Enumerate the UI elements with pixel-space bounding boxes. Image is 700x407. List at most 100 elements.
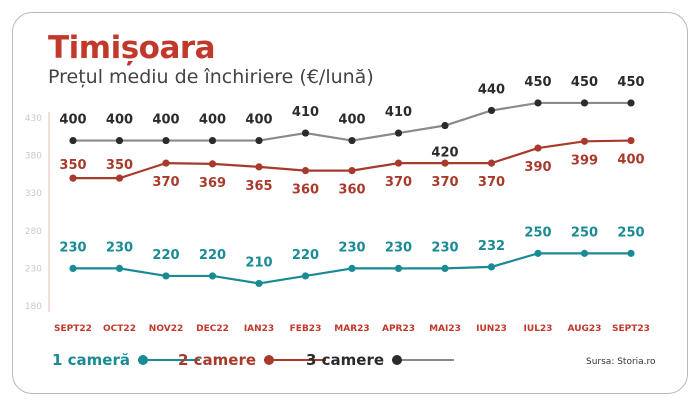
x-tick-label: DEC22 — [196, 324, 229, 334]
data-point-2-camere — [69, 174, 77, 182]
chart-card — [12, 12, 688, 394]
y-tick-label: 380 — [25, 152, 42, 162]
data-label-3-camere: 440 — [478, 82, 505, 97]
data-label-2-camere: 350 — [106, 158, 133, 173]
data-label-1-camera: 220 — [292, 248, 319, 263]
x-tick-label: IAN23 — [244, 324, 274, 334]
data-label-1-camera: 230 — [59, 240, 86, 255]
data-label-1-camera: 220 — [152, 248, 179, 263]
x-tick-label: NOV22 — [149, 324, 183, 334]
data-point-3-camere — [441, 121, 449, 130]
data-point-2-camere — [162, 159, 170, 167]
data-label-2-camere: 369 — [199, 176, 226, 191]
data-label-2-camere: 360 — [292, 183, 319, 198]
data-label-1-camera: 250 — [571, 225, 598, 240]
x-tick-label: SEPT22 — [54, 324, 92, 334]
data-label-3-camere: 400 — [59, 113, 86, 128]
x-tick-label: OCT22 — [103, 324, 136, 334]
y-tick-label: 230 — [25, 264, 42, 274]
data-label-3-camere: 450 — [524, 75, 551, 90]
data-label-3-camere: 400 — [106, 113, 133, 128]
data-point-3-camere — [255, 136, 263, 145]
data-label-2-camere: 350 — [59, 158, 86, 173]
data-label-1-camera: 210 — [245, 255, 272, 270]
data-label-2-camere: 370 — [431, 175, 458, 190]
data-label-3-camere: 400 — [245, 113, 272, 128]
x-tick-label: AUG23 — [568, 324, 602, 334]
data-point-1-camera — [301, 272, 310, 280]
legend-swatch-2-camere — [264, 353, 327, 367]
data-label-1-camera: 230 — [385, 240, 412, 255]
data-point-3-camere — [69, 136, 77, 145]
data-point-1-camera — [69, 264, 77, 272]
data-point-3-camere — [580, 99, 589, 107]
data-label-2-camere: 370 — [385, 175, 412, 190]
y-tick-label: 330 — [25, 189, 42, 199]
data-point-2-camere — [208, 160, 217, 168]
legend-label-3-camere: 3 camere — [306, 351, 385, 369]
x-tick-label: MAI23 — [429, 324, 461, 334]
data-point-2-camere — [487, 159, 496, 167]
data-point-3-camere — [208, 136, 217, 145]
data-point-2-camere — [348, 167, 356, 175]
data-point-1-camera — [580, 249, 589, 257]
data-label-1-camera: 230 — [106, 240, 133, 255]
data-label-2-camere: 370 — [478, 175, 505, 190]
data-point-2-camere — [580, 137, 589, 145]
data-label-1-camera: 220 — [199, 248, 226, 263]
data-point-1-camera — [255, 279, 263, 288]
y-tick-label: 280 — [25, 227, 42, 237]
data-point-3-camere — [162, 136, 170, 145]
data-label-3-camere: 450 — [571, 75, 598, 90]
x-tick-label: MAR23 — [334, 324, 369, 334]
y-tick-label: 180 — [25, 302, 42, 312]
data-label-3-camere: 400 — [199, 113, 226, 128]
legend-item-2-camere: 2 camere — [178, 350, 327, 370]
data-point-3-camere — [348, 136, 356, 145]
legend-label-1-camera: 1 cameră — [52, 351, 130, 369]
data-label-2-camere: 400 — [617, 153, 644, 168]
chart-subtitle: Prețul mediu de închiriere (€/lună) — [48, 66, 374, 88]
data-point-1-camera — [441, 264, 449, 272]
data-label-1-camera: 230 — [431, 240, 458, 255]
data-label-1-camera: 230 — [338, 240, 365, 255]
data-label-3-camere: 400 — [152, 113, 179, 128]
chart-title: Timișoara — [48, 30, 216, 66]
data-point-1-camera — [627, 249, 635, 257]
data-point-2-camere — [441, 159, 449, 167]
data-point-3-camere — [115, 136, 124, 145]
data-point-2-camere — [534, 144, 542, 152]
data-point-1-camera — [534, 249, 542, 257]
data-label-3-camere: 420 — [431, 146, 458, 161]
x-tick-label: APR23 — [382, 324, 415, 334]
data-point-1-camera — [115, 264, 124, 272]
data-label-3-camere: 450 — [617, 75, 644, 90]
data-point-2-camere — [301, 167, 310, 175]
data-point-1-camera — [348, 264, 356, 272]
data-point-1-camera — [487, 263, 496, 271]
y-tick-label: 430 — [25, 114, 42, 124]
data-point-3-camere — [301, 129, 310, 137]
x-tick-label: IUN23 — [476, 324, 507, 334]
legend-swatch-3-camere — [392, 353, 455, 367]
x-tick-label: IUL23 — [524, 324, 553, 334]
legend-item-3-camere: 3 camere — [306, 350, 455, 370]
data-point-2-camere — [255, 163, 263, 171]
legend-label-2-camere: 2 camere — [178, 351, 257, 369]
source-note: Sursa: Storia.ro — [586, 357, 656, 367]
data-point-1-camera — [394, 264, 403, 272]
data-point-1-camera — [208, 272, 217, 280]
data-label-2-camere: 399 — [571, 153, 598, 168]
data-label-3-camere: 400 — [338, 113, 365, 128]
data-point-3-camere — [534, 99, 542, 107]
data-label-3-camere: 410 — [385, 105, 412, 120]
data-label-2-camere: 360 — [338, 183, 365, 198]
data-label-1-camera: 232 — [478, 239, 505, 254]
data-label-1-camera: 250 — [524, 225, 551, 240]
data-point-2-camere — [394, 159, 403, 167]
legend-swatch-1-camera — [138, 353, 200, 367]
data-point-3-camere — [394, 129, 403, 137]
data-label-3-camere: 410 — [292, 105, 319, 120]
data-point-2-camere — [627, 136, 635, 145]
